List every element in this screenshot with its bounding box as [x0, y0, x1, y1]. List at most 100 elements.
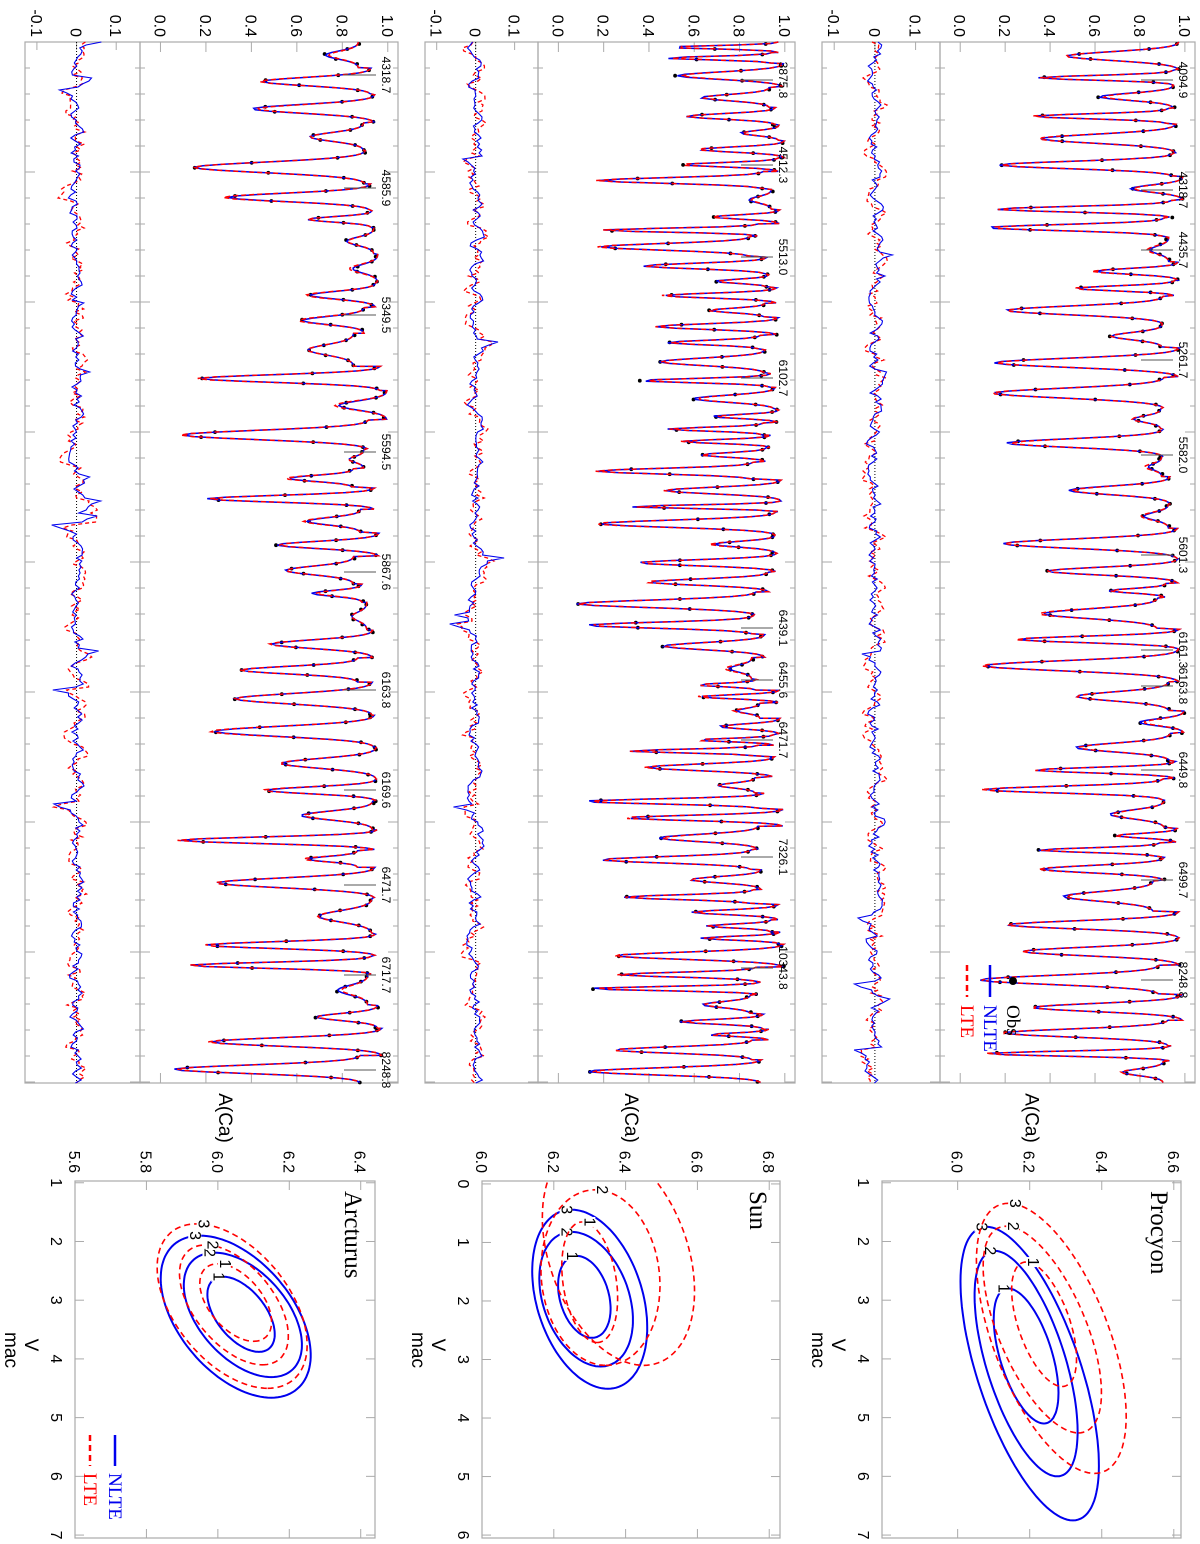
line-label: 6455.6: [776, 662, 790, 699]
star-row-arcturus: 0.0 0.2 0.4 0.6 0.8 1.0 4318.7 4585.9 5349.5 5594…: [0, 9, 399, 1540]
contour-level-label: 3: [558, 1205, 575, 1214]
lte-spectrum-line: [177, 41, 388, 1084]
contour-ytick-label: 6.0: [472, 1151, 489, 1173]
legend-obs-marker: [1009, 977, 1017, 985]
contour-level-label: 2: [200, 1248, 217, 1257]
line-label: 4094.9: [1176, 62, 1190, 99]
nlte-spectrum-line: [174, 41, 388, 1084]
contour-xlabel: V: [20, 1339, 41, 1352]
lte-spectrum-line: [578, 41, 787, 1084]
line-label: 7326.1: [776, 839, 790, 876]
nlte-residual-line: [51, 41, 103, 1084]
contour-level-label: 2: [204, 1241, 221, 1250]
residual-ytick-label: -0.1: [27, 9, 44, 37]
contour-ytick-label: 6.6: [1164, 1151, 1181, 1173]
obs-point: [1096, 95, 1101, 100]
contour-xlabel-subscript: mac: [0, 1332, 21, 1368]
star-title: Sun: [744, 1191, 771, 1230]
contour-xlabel: V: [827, 1339, 848, 1352]
contour-xlabel: V: [427, 1339, 448, 1352]
contour-label-bg: [996, 1283, 1010, 1294]
spectrum-ytick-label: 0.2: [196, 15, 213, 37]
nlte-contour-level-1: [206, 1275, 276, 1353]
line-label: 5261.7: [1176, 342, 1190, 379]
contour-label-bg: [982, 1245, 996, 1256]
star-row-sun: 0.0 0.2 0.4 0.6 0.8 1.03875.84512.35513.06102…: [407, 9, 796, 1540]
residual-ytick-label: 0: [865, 28, 882, 37]
contour-ytick-label: 5.8: [136, 1151, 153, 1173]
contour-xtick-label: 3: [454, 1355, 471, 1364]
lte-contour-level-1: [1010, 1261, 1078, 1388]
nlte-contour-level-1: [557, 1254, 612, 1339]
line-label: 5513.0: [776, 239, 790, 276]
contour-label-bg: [582, 1216, 596, 1227]
contour-xlabel-subscript: mac: [807, 1332, 828, 1368]
spectrum-ytick-label: 0.8: [1130, 15, 1147, 37]
contour-xtick-label: 6: [854, 1472, 871, 1481]
line-label: 8248.8: [1176, 962, 1190, 999]
contour-level-label: 2: [1004, 1222, 1021, 1231]
lte-contour-level-3: [975, 1202, 1128, 1475]
contour-ylabel: A(Ca): [1021, 1093, 1042, 1143]
contour-level-label: 1: [209, 1272, 226, 1281]
contour-xtick-label: 5: [454, 1472, 471, 1481]
nlte-residual-line: [852, 41, 895, 1084]
nlte-spectrum-line: [980, 41, 1186, 1083]
contour-ytick-label: 6.4: [1092, 1151, 1109, 1173]
contour-ytick-label: 6.0: [208, 1151, 225, 1173]
contour-xtick-label: 1: [454, 1238, 471, 1247]
lte-contour-level-1: [561, 1221, 619, 1344]
contour-label-bg: [595, 1184, 609, 1195]
contour-xtick-label: 4: [854, 1354, 871, 1363]
line-label: 6169.6: [379, 772, 393, 809]
line-label: 6449.8: [1176, 752, 1190, 789]
nlte-contour-level-3: [959, 1225, 1100, 1522]
contour-xtick-label: 7: [854, 1531, 871, 1540]
contour-xtick-label: 0: [454, 1179, 471, 1188]
legend-lte-label: LTE: [956, 1005, 977, 1038]
contour-level-label: 3: [195, 1219, 212, 1228]
contour-xtick-label: 3: [854, 1296, 871, 1305]
line-label: 6163.8: [1176, 668, 1190, 705]
legend-obs-label: Obs: [1002, 1005, 1023, 1036]
contour-level-label: 3: [591, 1139, 608, 1148]
residual-ytick-label: -0.1: [824, 9, 841, 37]
contour-xtick-label: 5: [854, 1413, 871, 1422]
obs-point: [691, 397, 696, 402]
residual-ytick-label: 0.1: [505, 15, 522, 37]
contour-label-bg: [559, 1204, 573, 1215]
contour-xtick-label: 3: [47, 1296, 64, 1305]
legend-lte-label: LTE: [79, 1473, 100, 1506]
contour-label-bg: [559, 1226, 573, 1237]
line-label: 6471.7: [776, 722, 790, 759]
contour-level-label: 3: [186, 1231, 203, 1240]
line-label: 10343.8: [776, 946, 790, 990]
spectrum-ytick-label: 0.8: [730, 15, 747, 37]
residual-ytick-label: 0: [466, 28, 483, 37]
spectrum-ytick-label: 0.4: [1040, 15, 1057, 37]
contour-xtick-label: 4: [454, 1414, 471, 1423]
line-label: 5594.5: [379, 434, 393, 471]
contour-xtick-label: 2: [454, 1297, 471, 1306]
contour-label-bg: [593, 1138, 606, 1148]
obs-points: [185, 42, 387, 1085]
contour-xtick-label: 7: [47, 1531, 64, 1540]
obs-point: [274, 543, 278, 548]
spectrum-panel: 0.0 0.2 0.4 0.6 0.8 1.0 3875.8 4512.3 5513.0 6102…: [537, 15, 796, 1084]
line-label: 4512.3: [776, 147, 790, 184]
contour-xlabel-subscript: mac: [407, 1332, 428, 1368]
contour-level-label: 1: [580, 1218, 597, 1227]
spectrum-ytick-label: 0.6: [287, 15, 304, 37]
obs-point: [313, 1015, 318, 1020]
contour-frame: [74, 1180, 376, 1539]
star-row-procyon: 0.0 0.2 0.4 0.6 0.8 1.04094.94318.74435.75261…: [807, 9, 1196, 1540]
contour-frame: [881, 1180, 1182, 1539]
contour-label-bg: [205, 1240, 219, 1251]
